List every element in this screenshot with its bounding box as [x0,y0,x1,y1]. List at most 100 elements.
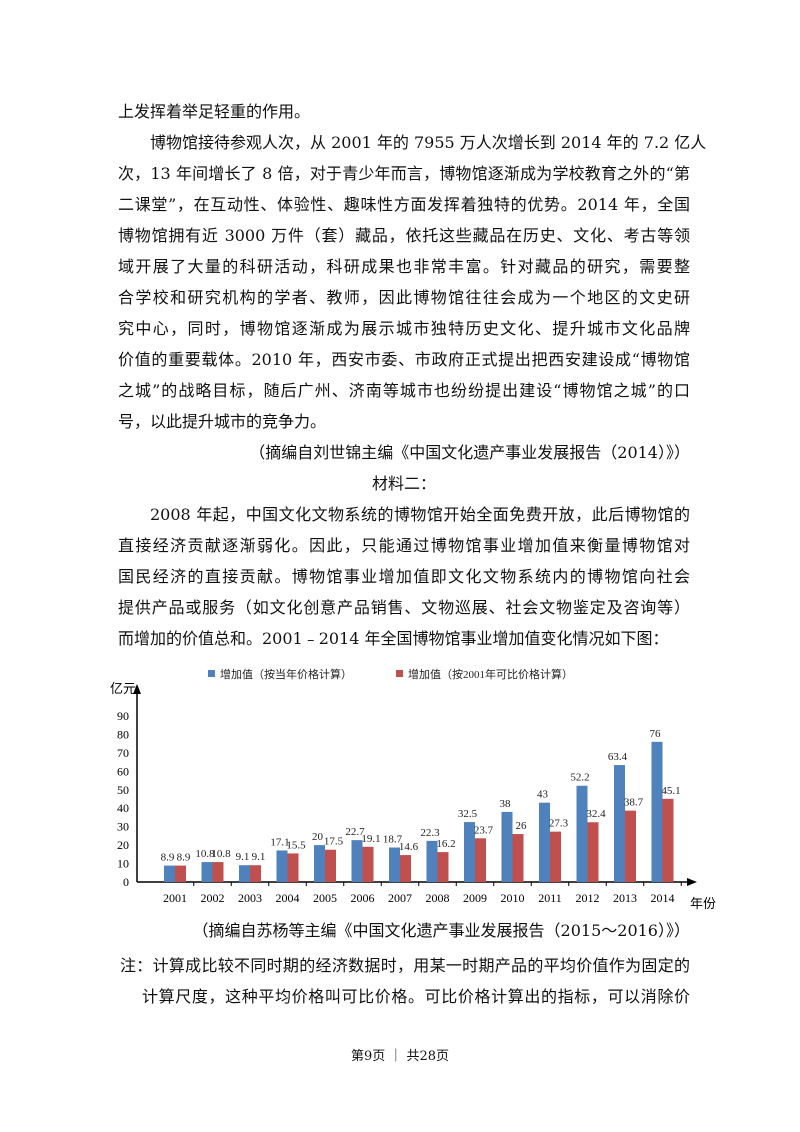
bar-comparable-price [662,798,674,882]
text-line: 号，以此提升城市的竞争力。 [118,412,327,431]
citation-2: （摘编自苏杨等主编《中国文化遗产事业发展报告（2015～2016）》） [192,921,690,940]
y-tick-label: 10 [117,857,129,871]
bar-current-price [389,847,400,882]
data-label: 26 [516,820,528,832]
data-label: 20 [312,831,324,843]
data-label: 22.3 [420,827,440,839]
data-label: 32.4 [586,808,606,820]
bar-current-price [539,802,550,882]
y-tick-label: 80 [117,727,129,741]
data-label: 18.7 [383,834,403,846]
data-label: 14.6 [399,841,419,853]
text-line: 究中心，同时，博物馆逐渐成为展示城市独特历史文化、提升城市文化品牌 [118,319,690,338]
note-line-1: 注：计算成比较不同时期的经济数据时，用某一时期产品的平均价值作为固定的 [120,956,690,975]
intro-line: 上发挥着举足轻重的作用。 [118,102,311,121]
text-line: 域开展了大量的科研活动，科研成果也非常丰富。针对藏品的研究，需要整 [118,257,690,276]
bar-current-price [501,811,513,882]
y-tick-label: 30 [117,820,129,834]
y-tick-label: 60 [117,764,129,778]
material-2-title: 材料二： [371,474,436,493]
y-tick-label: 40 [117,801,129,815]
legend-label: 增加值（按2001年可比价格计算） [408,667,573,681]
data-label: 8.9 [161,852,175,864]
data-label: 38 [500,798,512,810]
data-label: 32.5 [458,808,478,820]
y-axis-arrow [133,684,141,694]
data-label: 15.5 [286,839,306,851]
data-label: 45.1 [661,785,680,797]
y-tick-label: 50 [117,783,129,797]
text-line: 博物馆接待参观人次，从 2001 年的 7955 万人次增长到 2014 年的 … [150,133,707,152]
data-label: 10.8 [195,848,215,860]
x-tick-label: 2012 [576,891,600,905]
data-label: 27.3 [549,818,569,830]
y-tick-label: 0 [123,875,129,889]
text-line: 合学校和研究机构的学者、教师，因此博物馆往往会成为一个地区的文史研 [118,288,690,307]
x-tick-label: 2011 [538,891,562,905]
bar-comparable-price [625,810,636,882]
x-tick-label: 2013 [613,891,637,905]
bar-current-price [164,865,175,882]
bar-comparable-price [400,855,411,882]
x-tick-label: 2003 [238,891,262,905]
data-label: 23.7 [474,824,494,836]
data-label: 10.8 [211,848,231,860]
note-line-2: 计算尺度，这种平均价格叫可比价格。可比价格计算出的指标，可以消除价 [142,987,690,1006]
data-label: 8.9 [177,852,191,864]
bar-current-price [426,840,438,882]
y-tick-label: 20 [117,838,129,852]
x-tick-label: 2005 [313,891,337,905]
data-label: 17.5 [324,836,344,848]
bar-comparable-price [287,853,299,882]
text-line: 博物馆拥有近 3000 万件（套）藏品，依托这些藏品在历史、文化、考古等领 [118,226,690,245]
text-line: 国民经济的直接贡献。博物馆事业增加值即文化文物系统内的博物馆向社会 [118,567,690,586]
bar-comparable-price [362,846,374,882]
text-line: 直接经济贡献逐渐弱化。因此，只能通过博物馆事业增加值来衡量博物馆对 [118,536,690,555]
legend-label: 增加值（按当年价格计算） [220,667,352,681]
y-tick-label: 90 [117,709,129,723]
page-footer: 第9页 ｜ 共28页 [350,1049,450,1064]
data-label: 16.2 [436,838,455,850]
bar-comparable-price [587,822,599,882]
bar-current-price [576,785,588,882]
data-label: 17.1 [270,836,289,848]
bar-current-price [351,840,363,882]
x-tick-label: 2009 [463,891,487,905]
legend-swatch [208,670,215,677]
text-line: 提供产品或服务（如文化创意产品销售、文物巡展、社会文物鉴定及咨询等） [118,598,690,617]
bar-comparable-price [250,865,261,882]
bar-current-price [239,865,250,882]
bar-comparable-price [550,831,561,882]
data-label: 63.4 [608,751,628,763]
text-line: 二课堂”，在互动性、体验性、趣味性方面发挥着独特的优势。2014 年，全国 [118,195,690,214]
bar-current-price [651,741,663,882]
data-label: 38.7 [624,797,644,809]
bar-comparable-price [212,862,224,882]
bar-current-price [276,850,288,882]
bar-current-price [614,765,625,882]
x-tick-label: 2006 [351,891,375,905]
y-axis-label: 亿元 [110,681,136,696]
data-label: 19.1 [361,833,380,845]
data-label: 9.1 [252,851,266,863]
bar-comparable-price [512,834,524,882]
bar-comparable-price [437,852,449,882]
legend-swatch [396,670,403,677]
bar-comparable-price [325,849,336,882]
text-line: 价值的重要载体。2010 年，西安市委、市政府正式提出把西安建设成“博物馆 [118,350,690,369]
data-label: 43 [537,789,549,801]
x-tick-label: 2001 [163,891,187,905]
bar-comparable-price [175,865,186,882]
x-tick-label: 2004 [276,891,300,905]
data-label: 22.7 [345,826,365,838]
x-tick-label: 2007 [388,891,412,905]
data-label: 76 [650,728,662,740]
text-line: 次，13 年间增长了 8 倍，对于青少年而言，博物馆逐渐成为学校教育之外的“第 [118,164,690,183]
x-tick-label: 2010 [501,891,525,905]
data-label: 52.2 [570,772,589,784]
text-line: 之城”的战略目标，随后广州、济南等城市也纷纷提出建设“博物馆之城”的口 [118,381,690,400]
x-axis-arrow [687,878,697,886]
y-tick-label: 70 [117,746,129,760]
data-label: 9.1 [236,851,250,863]
